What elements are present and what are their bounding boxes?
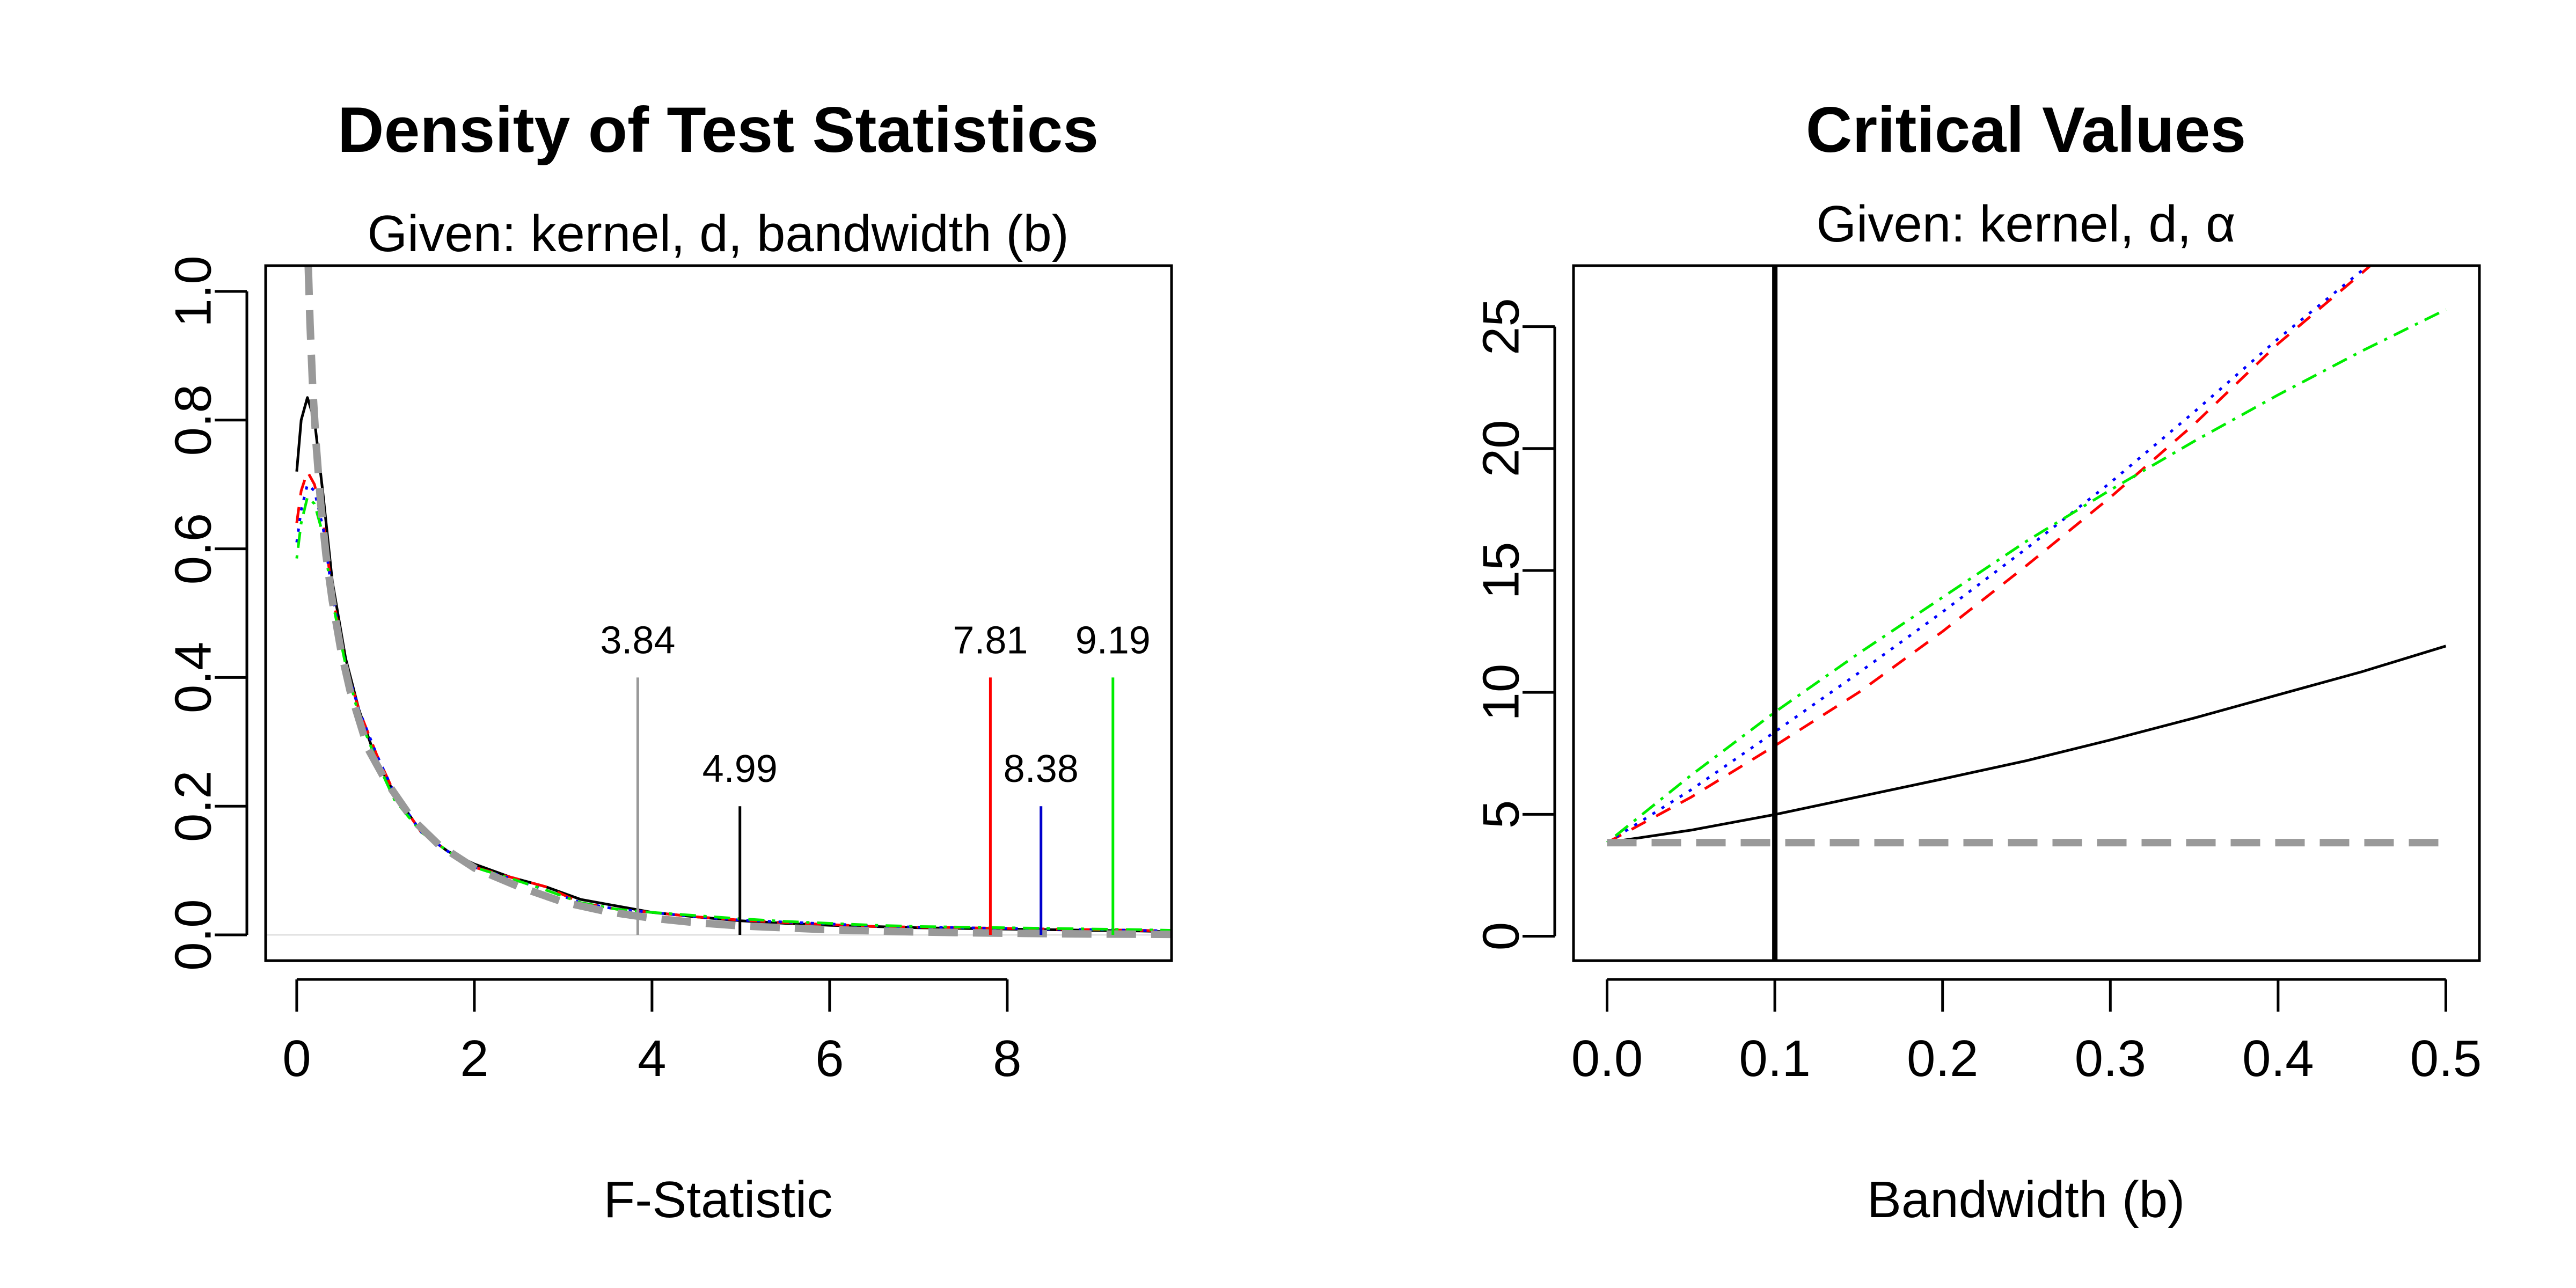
- x-axis: 0 2 4 6 8: [282, 978, 1022, 1087]
- series-line-2: [295, 470, 1172, 933]
- y-tick-label: 0.8: [165, 384, 222, 456]
- y-tick-label: 0.4: [165, 642, 222, 713]
- x-tick-label: 0: [282, 1030, 311, 1087]
- critical-value-label: 4.99: [702, 748, 778, 791]
- plot-marks: [266, 266, 1172, 939]
- x-tick-label: 6: [815, 1030, 844, 1087]
- x-tick-label: 4: [638, 1030, 666, 1087]
- y-tick-label: 0.0: [165, 899, 222, 970]
- critical-values-x-axis-label: Bandwidth (b): [1867, 1171, 2185, 1228]
- critical-value-label: 7.81: [953, 619, 1028, 662]
- y-tick-label: 0: [1473, 922, 1530, 950]
- x-tick-label: 0.4: [2242, 1030, 2314, 1087]
- density-plot-area: 0 2 4 6 8 0.0 0.2 0.4 0.6 0.8 1.0 3.84 4.99 7.81 8.38 9…: [165, 255, 1172, 1087]
- y-tick-label: 5: [1473, 800, 1530, 829]
- y-tick-label: 0.6: [165, 513, 222, 584]
- critical-values-subtitle: Given: kernel, d, α: [1816, 195, 2235, 253]
- y-axis: 0.0 0.2 0.4 0.6 0.8 1.0: [165, 255, 248, 971]
- x-tick-label: 0.0: [1571, 1030, 1643, 1087]
- series-line-4: [1606, 308, 2447, 844]
- critical-value-label: 9.19: [1075, 619, 1151, 662]
- critical-values-title: Critical Values: [1806, 94, 2246, 166]
- y-axis: 0 5 10 15 20 25: [1473, 298, 1556, 950]
- x-tick-label: 0.1: [1739, 1030, 1810, 1087]
- x-tick-label: 2: [460, 1030, 488, 1087]
- y-tick-label: 15: [1473, 542, 1530, 599]
- density-panel: Density of Test Statistics Given: kernel…: [165, 94, 1173, 1228]
- y-tick-label: 0.2: [165, 770, 222, 841]
- y-tick-label: 25: [1473, 298, 1530, 355]
- critical-value-label: 8.38: [1004, 748, 1079, 791]
- critical-values-plot-area: 0.0 0.1 0.2 0.3 0.4 0.5 0 5 10 15 20 25: [1473, 266, 2482, 1087]
- x-tick-label: 8: [993, 1030, 1021, 1087]
- y-tick-label: 10: [1473, 664, 1530, 721]
- series-line-3: [1606, 266, 2370, 844]
- critical-value-label: 3.84: [600, 619, 675, 662]
- critical-values-panel: Critical Values Given: kernel, d, α Band…: [1473, 94, 2482, 1228]
- x-tick-label: 0.5: [2410, 1030, 2482, 1087]
- density-title: Density of Test Statistics: [338, 94, 1099, 166]
- y-tick-label: 1.0: [165, 255, 222, 327]
- series-line-1: [1607, 645, 2447, 844]
- series-line-2: [1606, 266, 2373, 844]
- density-plot-frame: [264, 264, 1173, 962]
- plot-marks: [1606, 266, 2447, 961]
- density-x-axis-label: F-Statistic: [604, 1171, 833, 1228]
- x-tick-label: 0.3: [2075, 1030, 2146, 1087]
- x-axis: 0.0 0.1 0.2 0.3 0.4 0.5: [1571, 978, 2482, 1087]
- series-line-5: [304, 266, 1172, 939]
- y-tick-label: 20: [1473, 420, 1530, 477]
- density-subtitle: Given: kernel, d, bandwidth (b): [367, 205, 1069, 262]
- critical-values-plot-frame: [1572, 264, 2481, 962]
- x-tick-label: 0.2: [1907, 1030, 1978, 1087]
